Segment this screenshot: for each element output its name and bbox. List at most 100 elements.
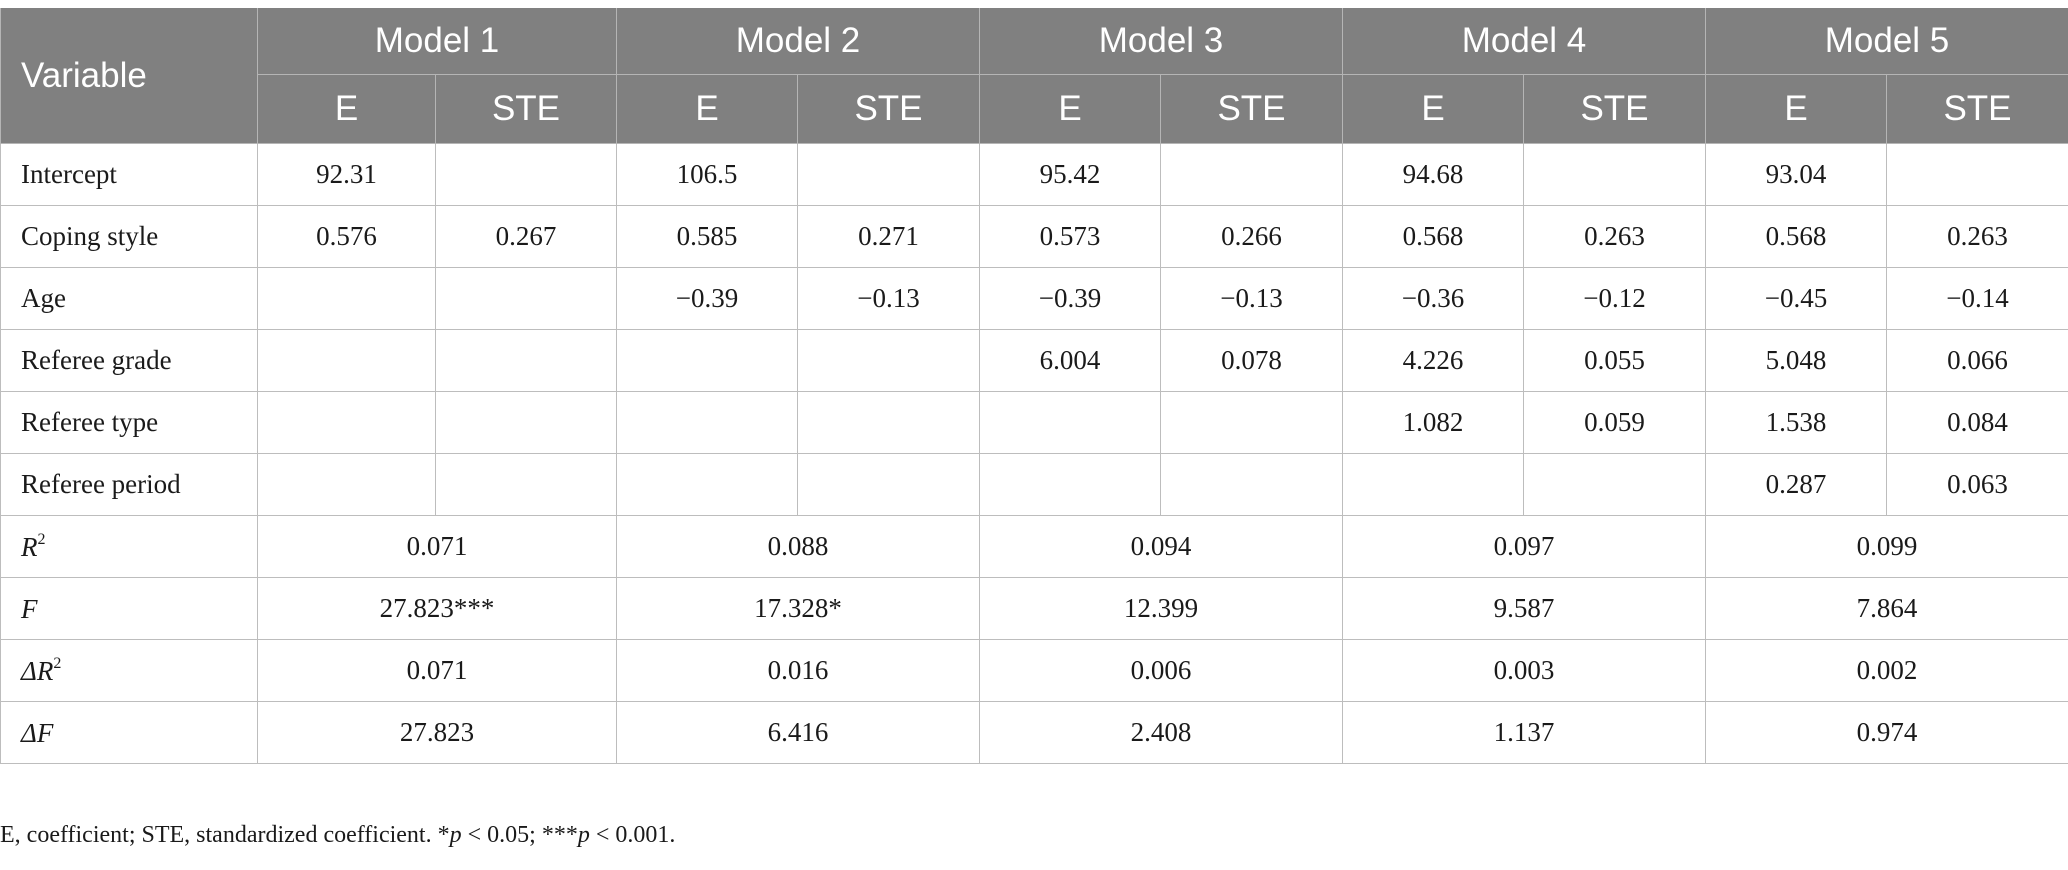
ste-cell (1160, 453, 1343, 516)
e-header: E (257, 74, 436, 144)
stat-value-model-4: 0.097 (1342, 515, 1706, 578)
row-label: Age (0, 267, 258, 330)
e-cell (979, 453, 1161, 516)
e-cell (257, 329, 436, 392)
stat-value-model-5: 7.864 (1705, 577, 2068, 640)
table-row: Age −0.39 −0.13 −0.39 −0.13 −0.36 −0.12 −0.45 −0… (0, 267, 2068, 330)
ste-cell: 0.055 (1523, 329, 1706, 392)
ste-cell: 0.066 (1886, 329, 2068, 392)
stat-letter: R (36, 655, 54, 686)
ste-cell: −0.12 (1523, 267, 1706, 330)
stat-value-model-3: 0.094 (979, 515, 1343, 578)
table-row: Referee period 0.287 0.063 (0, 453, 2068, 516)
header-row-sub: E STE E STE E STE E STE E STE (1, 74, 2068, 144)
ste-header: STE (797, 74, 980, 144)
ste-cell (797, 391, 980, 454)
stat-prefix: Δ (21, 717, 37, 748)
e-header: E (616, 74, 798, 144)
footnote-threshold-1: < 0.05; *** (461, 822, 578, 848)
stat-value-model-3: 12.399 (979, 577, 1343, 640)
stat-value-model-2: 0.088 (616, 515, 980, 578)
row-label: Referee period (0, 453, 258, 516)
ste-cell (1160, 143, 1343, 206)
e-cell: 4.226 (1342, 329, 1524, 392)
stat-value-model-2: 6.416 (616, 701, 980, 764)
table-row: Referee grade 6.004 0.078 4.226 0.055 5.048 0.… (0, 329, 2068, 392)
stat-label: R2 (0, 515, 258, 578)
stat-letter: R (21, 531, 38, 562)
e-cell: 94.68 (1342, 143, 1524, 206)
ste-cell: 0.059 (1523, 391, 1706, 454)
stat-superscript: 2 (53, 654, 62, 672)
e-cell (616, 391, 798, 454)
stat-row: R2 0.071 0.088 0.094 0.097 0.099 (0, 515, 2068, 578)
stat-value-model-5: 0.974 (1705, 701, 2068, 764)
ste-cell: −0.13 (797, 267, 980, 330)
e-cell (257, 453, 436, 516)
e-header: E (979, 74, 1161, 144)
e-header: E (1705, 74, 1887, 144)
ste-cell (435, 329, 617, 392)
e-cell: −0.36 (1342, 267, 1524, 330)
e-cell (616, 329, 798, 392)
stat-value-model-1: 27.823*** (257, 577, 617, 640)
e-cell: 0.287 (1705, 453, 1887, 516)
ste-cell: 0.063 (1886, 453, 2068, 516)
ste-cell: 0.263 (1523, 205, 1706, 268)
ste-cell (1160, 391, 1343, 454)
ste-cell: 0.271 (797, 205, 980, 268)
ste-cell: 0.084 (1886, 391, 2068, 454)
e-cell: −0.39 (616, 267, 798, 330)
table-body: Intercept 92.31 106.5 95.42 94.68 93.04 Coping… (0, 143, 2068, 764)
e-cell (616, 453, 798, 516)
ste-cell: 0.078 (1160, 329, 1343, 392)
model-2-header: Model 2 (616, 8, 980, 75)
e-cell: 93.04 (1705, 143, 1887, 206)
row-label: Coping style (0, 205, 258, 268)
stat-value-model-3: 0.006 (979, 639, 1343, 702)
e-cell (257, 267, 436, 330)
ste-cell: 0.266 (1160, 205, 1343, 268)
model-4-header: Model 4 (1342, 8, 1706, 75)
stat-row: ΔF 27.823 6.416 2.408 1.137 0.974 (0, 701, 2068, 764)
table-footnote: E, coefficient; STE, standardized coeffi… (0, 822, 675, 849)
ste-cell (1523, 453, 1706, 516)
ste-header: STE (435, 74, 617, 144)
stat-value-model-4: 0.003 (1342, 639, 1706, 702)
e-header: E (1342, 74, 1524, 144)
stat-value-model-5: 0.099 (1705, 515, 2068, 578)
ste-cell (435, 453, 617, 516)
regression-table: Variable Model 1 Model 2 Model 3 Model 4… (0, 8, 2068, 764)
stat-prefix: Δ (21, 655, 37, 686)
table-row: Referee type 1.082 0.059 1.538 0.084 (0, 391, 2068, 454)
stat-value-model-1: 27.823 (257, 701, 617, 764)
footnote-threshold-2: < 0.001. (589, 822, 676, 848)
e-cell: 0.568 (1705, 205, 1887, 268)
stat-letter: F (36, 717, 54, 748)
stat-value-model-5: 0.002 (1705, 639, 2068, 702)
ste-cell (1523, 143, 1706, 206)
row-label: Referee grade (0, 329, 258, 392)
model-1-header: Model 1 (257, 8, 617, 75)
ste-cell (435, 267, 617, 330)
ste-cell (1886, 143, 2068, 206)
e-cell: 5.048 (1705, 329, 1887, 392)
e-cell (257, 391, 436, 454)
e-cell: 92.31 (257, 143, 436, 206)
e-cell: 106.5 (616, 143, 798, 206)
ste-cell: 0.263 (1886, 205, 2068, 268)
stat-value-model-1: 0.071 (257, 639, 617, 702)
table-row: Coping style 0.576 0.267 0.585 0.271 0.573 0.2… (0, 205, 2068, 268)
ste-cell (435, 143, 617, 206)
ste-cell: −0.13 (1160, 267, 1343, 330)
e-cell: 0.585 (616, 205, 798, 268)
e-cell: 0.576 (257, 205, 436, 268)
row-label: Intercept (0, 143, 258, 206)
stat-superscript: 2 (37, 530, 46, 548)
e-cell: −0.39 (979, 267, 1161, 330)
stat-label: ΔF (0, 701, 258, 764)
e-cell: 1.538 (1705, 391, 1887, 454)
e-cell: 6.004 (979, 329, 1161, 392)
stat-value-model-2: 0.016 (616, 639, 980, 702)
table-row: Intercept 92.31 106.5 95.42 94.68 93.04 (0, 143, 2068, 206)
